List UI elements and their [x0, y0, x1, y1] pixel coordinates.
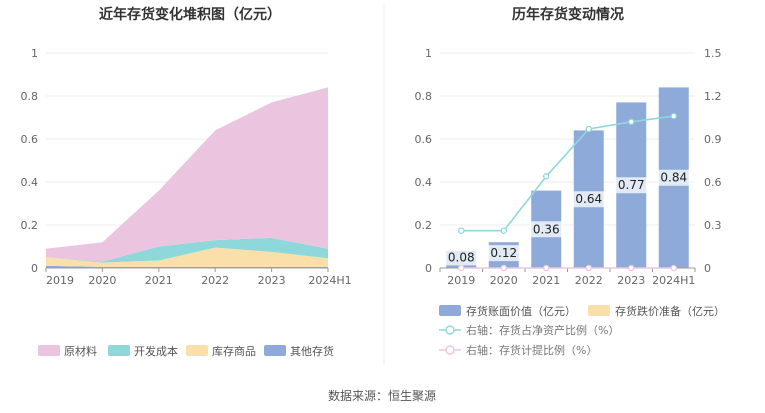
- line-point-右轴：存货占净资产比例（%）: [500, 227, 507, 234]
- bar-value-label: 0.84: [660, 171, 687, 185]
- legend-swatch-开发成本: [108, 345, 130, 356]
- line-右轴：存货占净资产比例（%）: [461, 115, 674, 232]
- chart2-xtick-label: 2020: [490, 274, 518, 287]
- legend-swatch-bar-value: [439, 305, 461, 316]
- line-point-右轴：存货占净资产比例（%）: [543, 173, 550, 180]
- chart2-y2tick-label: 0.3: [704, 219, 722, 232]
- bar-label-bg: [614, 177, 648, 194]
- chart1-xtick-label: 2020: [88, 274, 116, 287]
- bar-value-label: 0.77: [618, 178, 645, 192]
- chart2-xtick-label: 2023: [617, 274, 645, 287]
- line-point-右轴：存货占净资产比例（%）: [585, 125, 593, 133]
- source-note: 数据来源：恒生聚源: [328, 388, 436, 403]
- line-point-右轴：存货计提比例（%）: [457, 264, 465, 272]
- bar-label-bg: [487, 245, 521, 262]
- chart1-title: 近年存货变化堆积图（亿元）: [99, 6, 281, 23]
- chart1-ytick-label: 0.6: [21, 133, 39, 146]
- chart2-y2tick-label: 0.6: [704, 176, 722, 189]
- area-库存商品: [46, 247, 328, 267]
- line-point-右轴：存货计提比例（%）: [500, 264, 507, 272]
- chart1-xtick-label: 2021: [145, 274, 173, 287]
- chart2-ytick-label: 1: [425, 47, 432, 60]
- line-point-右轴：存货计提比例（%）: [543, 264, 550, 272]
- chart2-ytick-label: 0.4: [415, 176, 433, 189]
- legend-swatch-库存商品: [186, 345, 208, 356]
- chart2-xtick-label: 2022: [575, 274, 603, 287]
- area-开发成本: [46, 237, 328, 263]
- chart2-xtick-label: 2019: [447, 274, 475, 287]
- legend-label-bar-value: 存货账面价值（亿元）: [466, 304, 576, 318]
- chart2-xtick-label: 2024H1: [652, 274, 695, 287]
- bar-label-bg: [529, 221, 563, 238]
- legend-swatch-其他存货: [264, 345, 286, 356]
- chart2-ytick-label: 0.6: [415, 133, 433, 146]
- bar-value-label: 0.36: [533, 222, 560, 236]
- chart1-ytick-label: 0.8: [21, 90, 39, 103]
- chart1-xtick-label: 2024H1: [308, 274, 351, 287]
- chart1-xtick-label: 2023: [258, 274, 286, 287]
- chart1-ytick-label: 0: [31, 262, 38, 275]
- legend-label-bar-provision: 存货跌价准备（亿元）: [615, 304, 725, 318]
- bar-line-chart: 历年存货变动情况 0 0.2 0.4 0.6 0.8 1 0 0.3 0.6 0.9 1.2 1.5 20…: [415, 6, 726, 357]
- chart2-y2tick-label: 1.2: [704, 90, 722, 103]
- bar-label-bg: [657, 169, 691, 186]
- legend-line-marker-0: [445, 325, 455, 335]
- legend-label-其他存货: 其他存货: [290, 344, 334, 358]
- chart2-ytick-label: 0.8: [415, 90, 433, 103]
- chart2-y2tick-label: 1.5: [704, 47, 722, 60]
- stacked-area-chart: 近年存货变化堆积图（亿元） 0 0.2 0.4 0.6 0.8 1 2019 2020 2021 2…: [21, 6, 352, 358]
- chart1-xtick-label: 2022: [201, 274, 229, 287]
- area-其他存货: [46, 265, 328, 268]
- chart2-xtick-label: 2021: [532, 274, 560, 287]
- chart1-xtick-label: 2019: [46, 274, 74, 287]
- line-point-右轴：存货计提比例（%）: [585, 264, 593, 272]
- bar-value-label: 0.08: [448, 250, 475, 264]
- legend-label-line-1: 右轴：存货计提比例（%）: [466, 343, 597, 357]
- line-point-右轴：存货占净资产比例（%）: [457, 227, 465, 234]
- chart1-ytick-label: 1: [31, 47, 38, 60]
- legend-swatch-bar-provision: [588, 305, 610, 316]
- chart2-title: 历年存货变动情况: [512, 6, 624, 23]
- bar-label-bg: [444, 249, 478, 266]
- line-point-右轴：存货占净资产比例（%）: [670, 112, 678, 120]
- legend-label-原材料: 原材料: [64, 344, 97, 358]
- chart1-ytick-label: 0.4: [21, 176, 39, 189]
- legend-label-line-0: 右轴：存货占净资产比例（%）: [466, 323, 619, 337]
- legend-label-库存商品: 库存商品: [212, 344, 256, 358]
- chart2-ytick-label: 0.2: [415, 219, 433, 232]
- line-point-右轴：存货计提比例（%）: [628, 264, 635, 272]
- bar-value-label: 0.64: [575, 192, 602, 206]
- area-原材料: [46, 87, 328, 262]
- legend-line-marker-1: [445, 345, 455, 355]
- legend-label-开发成本: 开发成本: [134, 344, 178, 358]
- bar-value-label: 0.12: [490, 246, 517, 260]
- chart2-y2tick-label: 0.9: [704, 133, 722, 146]
- chart2-ytick-label: 0: [425, 262, 432, 275]
- bar-label-bg: [572, 191, 606, 208]
- line-point-右轴：存货占净资产比例（%）: [628, 118, 635, 126]
- legend-swatch-原材料: [38, 345, 60, 356]
- line-point-右轴：存货计提比例（%）: [670, 264, 678, 272]
- chart2-y2tick-label: 0: [704, 262, 711, 275]
- chart1-ytick-label: 0.2: [21, 219, 39, 232]
